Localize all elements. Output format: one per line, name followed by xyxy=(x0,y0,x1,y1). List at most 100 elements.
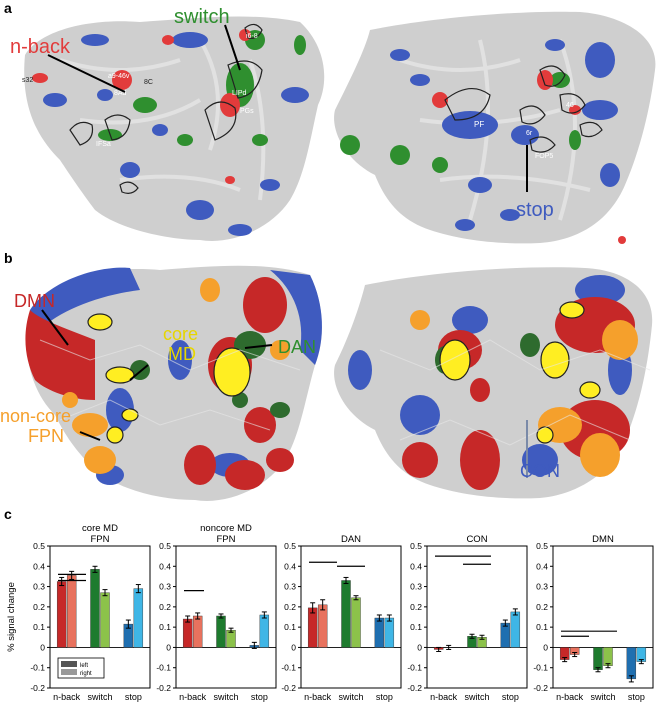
y-tick-label: 0.2 xyxy=(536,602,548,612)
bar-right-n-back xyxy=(192,615,203,648)
region-s32: s32 xyxy=(22,77,33,84)
chart-title-line: core MD xyxy=(82,523,118,534)
x-tick-label: n-back xyxy=(53,692,81,702)
y-tick-label: 0.3 xyxy=(284,582,296,592)
y-tick-label: 0.1 xyxy=(536,622,548,632)
y-tick-label: 0.2 xyxy=(284,602,296,612)
y-tick-label: 0.5 xyxy=(33,541,45,551)
y-tick-label: 0 xyxy=(166,642,171,652)
x-tick-label: n-back xyxy=(179,692,207,702)
region-PF: PF xyxy=(474,120,484,129)
label-stop: stop xyxy=(516,199,554,221)
bar-right-switch xyxy=(351,597,361,648)
chart-frame-2 xyxy=(300,545,402,689)
region-8Ad: 8Ad xyxy=(114,90,127,97)
x-tick-label: stop xyxy=(251,692,268,702)
label-n-back: n-back xyxy=(10,36,71,58)
label-con: CON xyxy=(520,461,560,481)
label-core: core xyxy=(163,324,198,344)
y-tick-label: 0.1 xyxy=(159,622,171,632)
bar-left-stop xyxy=(500,622,511,648)
y-tick-label: 0.1 xyxy=(33,622,45,632)
y-tick-label: 0.5 xyxy=(284,541,296,551)
y-tick-label: 0.2 xyxy=(410,602,422,612)
bar-right-n-back xyxy=(317,604,328,648)
y-tick-label: 0 xyxy=(40,642,45,652)
y-tick-label: 0.4 xyxy=(536,561,548,571)
bar-right-stop xyxy=(510,611,521,648)
bar-left-stop xyxy=(626,647,637,680)
label-non-core: non-core xyxy=(0,406,71,426)
panel-a-flatmaps: s32 a9-46v 8Ad 8C IFSa i6-8 LIPd PGs PF … xyxy=(10,6,656,244)
chart-title-line: DMN xyxy=(592,534,614,545)
bar-left-switch xyxy=(90,569,100,648)
label-md: MD xyxy=(168,344,196,364)
y-tick-label: -0.1 xyxy=(30,663,45,673)
panel-label-b: b xyxy=(4,250,13,266)
y-tick-label: -0.2 xyxy=(156,683,171,693)
x-tick-label: stop xyxy=(628,692,645,702)
chart-title-line: FPN xyxy=(217,534,236,545)
x-tick-label: n-back xyxy=(430,692,458,702)
y-tick-label: 0.3 xyxy=(159,582,171,592)
bar-right-n-back xyxy=(66,575,77,648)
label-switch: switch xyxy=(174,6,230,28)
y-tick-label: 0.4 xyxy=(410,561,422,571)
y-tick-label: -0.2 xyxy=(281,683,296,693)
y-tick-label: -0.2 xyxy=(533,683,548,693)
bar-left-switch xyxy=(341,580,351,648)
x-tick-label: stop xyxy=(125,692,142,702)
y-tick-label: 0.1 xyxy=(284,622,296,632)
label-dan: DAN xyxy=(278,337,316,357)
y-tick-label: 0.5 xyxy=(536,541,548,551)
legend-swatch-right xyxy=(61,669,77,675)
x-tick-label: switch xyxy=(213,692,238,702)
y-tick-label: -0.1 xyxy=(407,663,422,673)
region-a9-46v: a9-46v xyxy=(108,73,130,80)
legend-left-label: left xyxy=(80,663,88,669)
region-PGs: PGs xyxy=(240,108,254,115)
x-tick-label: switch xyxy=(464,692,489,702)
legend-swatch-left xyxy=(61,661,77,667)
panel-label-a: a xyxy=(4,0,12,16)
y-tick-label: 0.4 xyxy=(284,561,296,571)
chart-frame-4 xyxy=(552,545,654,689)
y-tick-label: -0.1 xyxy=(156,663,171,673)
region-46: 46 xyxy=(566,102,574,109)
y-tick-label: 0 xyxy=(417,642,422,652)
x-tick-label: switch xyxy=(338,692,363,702)
y-tick-label: 0 xyxy=(291,642,296,652)
bar-left-switch xyxy=(593,647,603,670)
x-tick-label: n-back xyxy=(556,692,584,702)
y-tick-label: 0.2 xyxy=(159,602,171,612)
bar-left-stop xyxy=(374,617,385,648)
bar-right-stop xyxy=(259,614,270,648)
chart-title-line: FPN xyxy=(91,534,110,545)
y-tick-label: 0.3 xyxy=(536,582,548,592)
chart-title-line: DAN xyxy=(341,534,361,545)
x-tick-label: n-back xyxy=(304,692,332,702)
y-tick-label: -0.2 xyxy=(30,683,45,693)
y-tick-label: -0.1 xyxy=(281,663,296,673)
region-FOP5: FOP5 xyxy=(535,153,553,160)
panel-b-network-flatmaps: DMN core MD DAN non-core FPN CON xyxy=(0,265,653,501)
bar-left-n-back xyxy=(56,581,67,648)
chart-title-line: CON xyxy=(466,534,487,545)
x-tick-label: stop xyxy=(376,692,393,702)
y-tick-label: 0.4 xyxy=(159,561,171,571)
chart-frame-3 xyxy=(426,545,528,689)
y-tick-label: 0.1 xyxy=(410,622,422,632)
region-LIPd: LIPd xyxy=(232,90,247,97)
panel-label-c: c xyxy=(4,506,12,522)
y-tick-label: 0.3 xyxy=(33,582,45,592)
bar-left-n-back xyxy=(182,618,193,648)
bar-right-switch xyxy=(100,592,110,648)
bar-right-switch xyxy=(603,647,613,666)
bar-right-switch xyxy=(226,629,236,648)
y-tick-label: 0 xyxy=(543,642,548,652)
y-tick-label: 0.4 xyxy=(33,561,45,571)
region-8C: 8C xyxy=(144,79,153,86)
bar-right-stop xyxy=(384,617,395,648)
chart-frame-1 xyxy=(175,545,277,689)
y-tick-label: -0.2 xyxy=(407,683,422,693)
